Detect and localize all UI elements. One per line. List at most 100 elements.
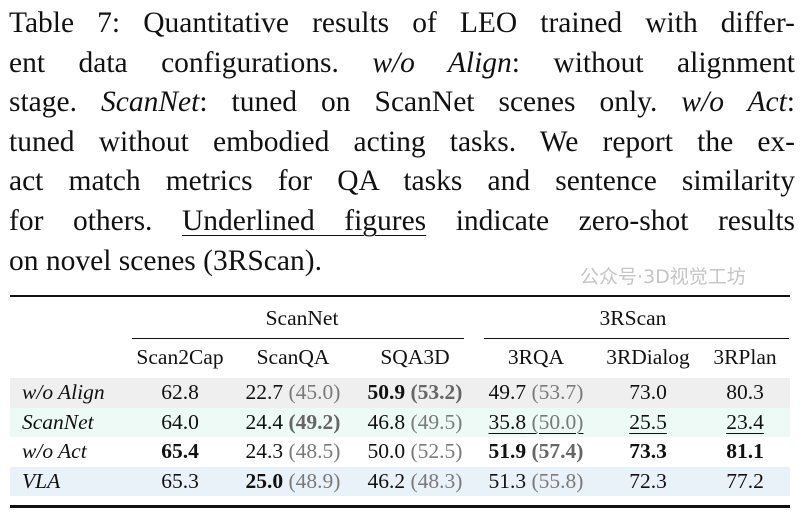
cell-value: 25.0 bbox=[245, 468, 284, 493]
table-caption: Table 7: Quantitative results of LEO tra… bbox=[9, 4, 795, 281]
column-header-sqa3d: SQA3D bbox=[380, 344, 450, 369]
table-cell: 50.9 (53.2) bbox=[354, 378, 476, 408]
cell-secondary-value: (45.0) bbox=[288, 380, 341, 405]
cell-secondary-value: (48.3) bbox=[410, 468, 463, 493]
caption-line: act match metrics for QA tasks and sente… bbox=[9, 162, 795, 202]
table-cell: 51.9 (57.4) bbox=[476, 437, 596, 467]
table-cell: 25.5 bbox=[596, 408, 700, 438]
table-cell: 81.1 bbox=[700, 437, 790, 467]
table-cell: 77.2 bbox=[700, 467, 790, 497]
row-label: w/o Align bbox=[22, 380, 105, 405]
row-label: ScanNet bbox=[22, 409, 94, 434]
caption-text: on novel scenes (3RScan). bbox=[9, 244, 322, 277]
scannet-group-rule bbox=[132, 338, 464, 340]
row-label: w/o Act bbox=[22, 439, 87, 464]
table-cell: 35.8 (50.0) bbox=[476, 408, 596, 438]
caption-line: for others. Underlined figures indicate … bbox=[9, 202, 795, 242]
bottom-rule bbox=[10, 505, 790, 508]
column-header-3rplan: 3RPlan bbox=[713, 344, 777, 369]
table-cell: 72.3 bbox=[596, 467, 700, 497]
3rscan-group-rule bbox=[484, 338, 789, 340]
header-rule bbox=[10, 378, 790, 380]
caption-italic-term: w/o Align bbox=[372, 46, 512, 79]
cell-value: 46.8 bbox=[367, 409, 406, 434]
group-header-3rscan: 3RScan bbox=[599, 305, 667, 330]
table-row: VLA 65.3 25.0 (48.9) 46.2 (48.3) 51.3 (55.8)… bbox=[10, 466, 790, 497]
caption-text: Table 7: Quantitative results of LEO tra… bbox=[9, 7, 795, 39]
top-rule bbox=[10, 295, 790, 297]
cell-value: 73.3 bbox=[629, 439, 667, 464]
table-row: w/o Act 65.4 24.3 (48.5) 50.0 (52.5) 51.9 (5… bbox=[10, 437, 790, 467]
caption-text: : without alignment bbox=[511, 46, 795, 79]
table-cell: 80.3 bbox=[700, 378, 790, 408]
table-cell: 65.4 bbox=[128, 437, 232, 467]
cell-secondary-value: (53.2) bbox=[410, 380, 463, 405]
cell-value: 51.3 bbox=[488, 468, 527, 493]
table-cell: 46.8 (49.5) bbox=[354, 408, 476, 438]
cell-value: 62.8 bbox=[161, 380, 199, 405]
cell-value: 49.7 bbox=[488, 380, 527, 405]
cell-value: 23.4 bbox=[726, 409, 764, 434]
column-header-scan2cap: Scan2Cap bbox=[136, 344, 224, 369]
caption-text: tuned without embodied acting tasks. We … bbox=[9, 125, 795, 158]
caption-italic-term: ScanNet bbox=[101, 86, 200, 119]
cell-value: 77.2 bbox=[726, 468, 764, 493]
table-cell: 46.2 (48.3) bbox=[354, 467, 476, 497]
caption-line: tuned without embodied acting tasks. We … bbox=[9, 123, 795, 163]
cell-secondary-value: (48.5) bbox=[288, 439, 341, 464]
row-label: VLA bbox=[22, 468, 61, 493]
column-header-3rqa: 3RQA bbox=[507, 344, 565, 369]
caption-text: ent data configurations. bbox=[9, 46, 373, 79]
cell-value: 24.4 bbox=[245, 409, 284, 434]
table-row: w/o Align 62.8 22.7 (45.0) 50.9 (53.2) 49.7 … bbox=[10, 378, 790, 408]
caption-text: indicate zero-shot results bbox=[426, 204, 795, 237]
cell-secondary-value: (48.9) bbox=[288, 468, 341, 493]
table-cell: 51.3 (55.8) bbox=[476, 467, 596, 497]
cell-secondary-value: (49.5) bbox=[410, 409, 463, 434]
table-cell: 23.4 bbox=[700, 408, 790, 438]
cell-value: 50.0 bbox=[367, 439, 406, 464]
cell-value: 81.1 bbox=[726, 439, 764, 464]
table-cell: 25.0 (48.9) bbox=[232, 467, 354, 497]
cell-value: 22.7 bbox=[245, 380, 284, 405]
caption-italic-term: w/o Act bbox=[681, 86, 787, 119]
caption-text: : tuned on ScanNet scenes only. bbox=[199, 86, 682, 119]
caption-text: act match metrics for QA tasks and sente… bbox=[9, 165, 795, 198]
caption-line: on novel scenes (3RScan). bbox=[9, 242, 795, 282]
cell-value: 24.3 bbox=[245, 439, 284, 464]
caption-text: stage. bbox=[9, 86, 101, 119]
caption-underlined-text: Underlined figures bbox=[181, 204, 427, 237]
table-cell: 73.0 bbox=[596, 378, 700, 408]
table-row: ScanNet 64.0 24.4 (49.2) 46.8 (49.5) 35.8 (5… bbox=[10, 407, 790, 438]
cell-value: 35.8 bbox=[488, 409, 527, 434]
table-cell: 49.7 (53.7) bbox=[476, 378, 596, 408]
table-cell: 62.8 bbox=[128, 378, 232, 408]
group-header-scannet: ScanNet bbox=[265, 305, 339, 330]
results-table: ScanNet 3RScan Scan2Cap ScanQA SQA3D 3RQA 3R… bbox=[10, 300, 790, 496]
cell-value: 73.0 bbox=[629, 380, 667, 405]
cell-secondary-value: (57.4) bbox=[531, 439, 584, 464]
cell-value: 51.9 bbox=[488, 439, 527, 464]
table-cell: 65.3 bbox=[128, 467, 232, 497]
cell-secondary-value: (52.5) bbox=[410, 439, 463, 464]
column-header-scanqa: ScanQA bbox=[256, 344, 330, 369]
table-cell: 50.0 (52.5) bbox=[354, 437, 476, 467]
cell-secondary-value: (50.0) bbox=[531, 409, 584, 434]
cell-secondary-value: (49.2) bbox=[288, 409, 341, 434]
table-cell: 73.3 bbox=[596, 437, 700, 467]
column-header-3rdialog: 3RDialog bbox=[606, 344, 690, 369]
cell-value: 72.3 bbox=[629, 468, 667, 493]
table-cell: 24.3 (48.5) bbox=[232, 437, 354, 467]
empty-label-header bbox=[10, 336, 128, 378]
cell-secondary-value: (53.7) bbox=[531, 380, 584, 405]
empty-corner bbox=[10, 300, 128, 336]
cell-value: 64.0 bbox=[161, 409, 199, 434]
cell-value: 80.3 bbox=[726, 380, 764, 405]
caption-line: stage. ScanNet: tuned on ScanNet scenes … bbox=[9, 83, 795, 123]
caption-line: Table 7: Quantitative results of LEO tra… bbox=[9, 4, 795, 44]
caption-text: : bbox=[786, 86, 795, 119]
caption-text: for others. bbox=[9, 204, 182, 237]
cell-value: 65.4 bbox=[161, 439, 199, 464]
cell-value: 46.2 bbox=[367, 468, 406, 493]
cell-value: 65.3 bbox=[161, 468, 199, 493]
